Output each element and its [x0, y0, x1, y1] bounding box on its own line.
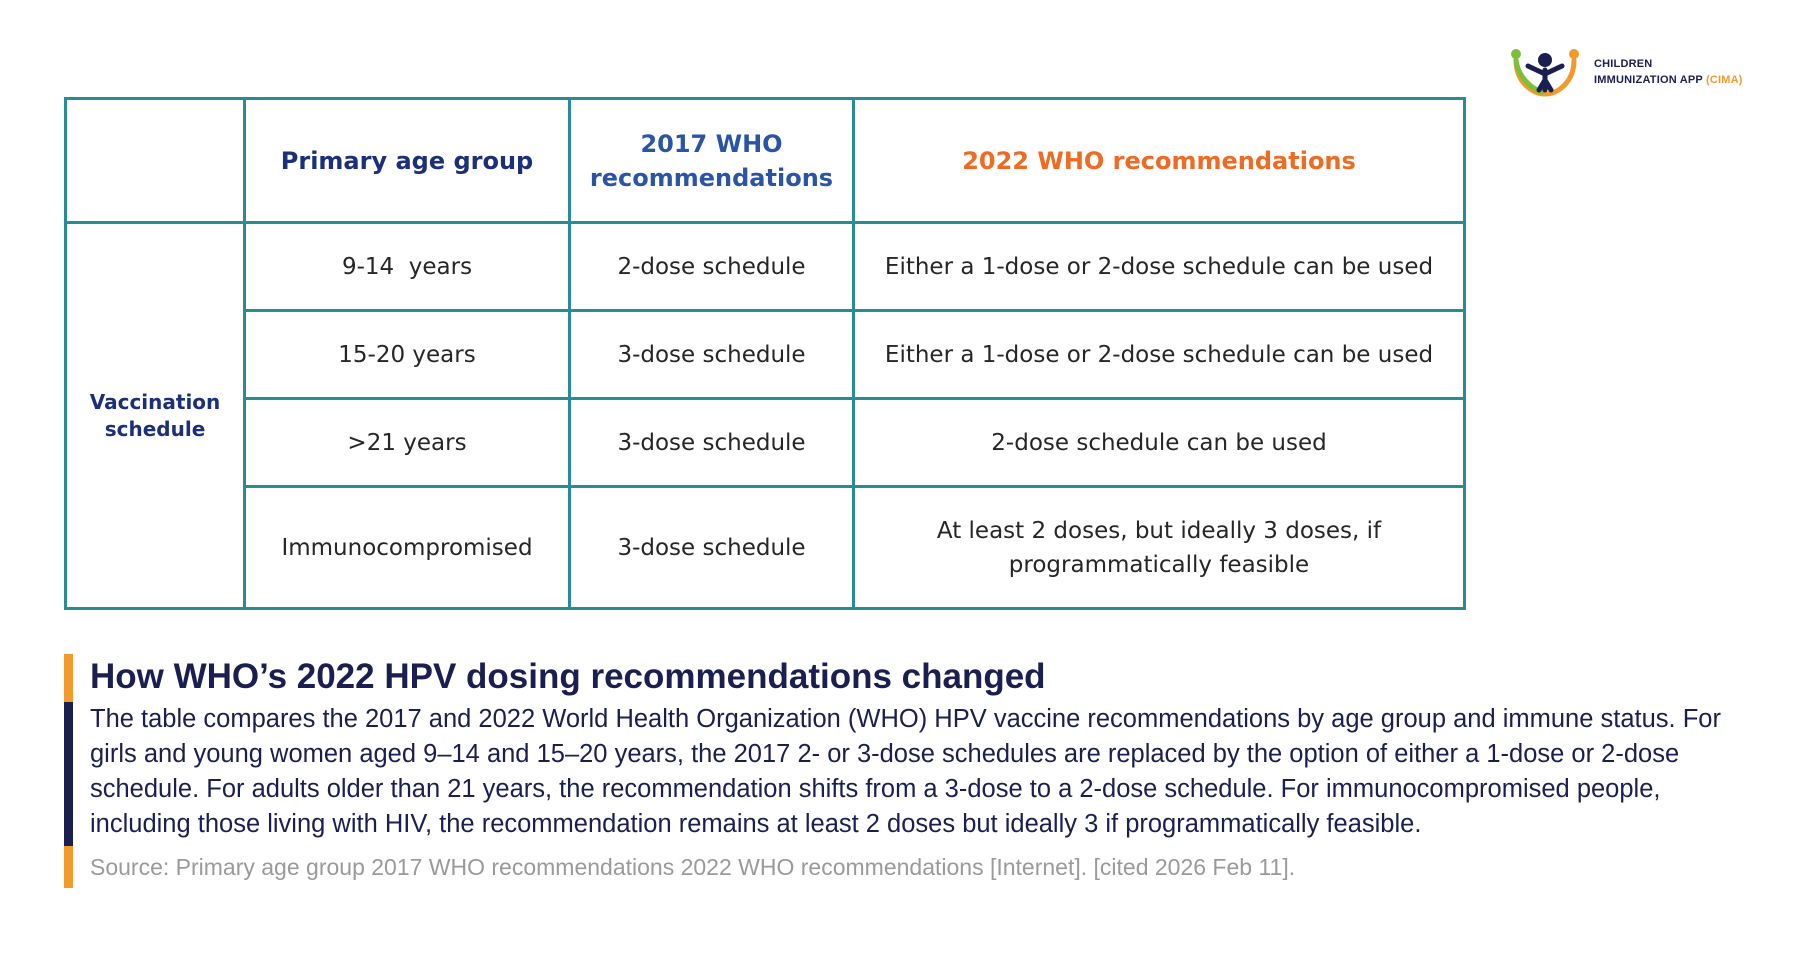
title-accent-bar [64, 654, 73, 702]
header-age-group: Primary age group [243, 97, 571, 224]
cima-logo: CHILDREN IMMUNIZATION APP (CIMA) [1508, 46, 1743, 98]
section-body: The table compares the 2017 and 2022 Wor… [90, 705, 1721, 838]
body-accent-bar [64, 702, 73, 886]
source-citation: Source: Primary age group 2017 WHO recom… [90, 854, 1296, 880]
cell-who-2022-line2: programmatically feasible [1008, 551, 1310, 578]
cell-who-2017: 2-dose schedule [568, 221, 855, 312]
table-header-row: Primary age group 2017 WHO recommendatio… [64, 97, 1466, 224]
cell-who-2022: 2-dose schedule can be used [852, 397, 1466, 488]
body-block: The table compares the 2017 and 2022 Wor… [64, 702, 1744, 886]
source-block: Source: Primary age group 2017 WHO recom… [64, 846, 1744, 888]
section-title: How WHO’s 2022 HPV dosing recommendation… [90, 657, 1046, 696]
hpv-recommendations-table: Primary age group 2017 WHO recommendatio… [64, 97, 1466, 610]
logo-line1: CHILDREN [1594, 58, 1653, 70]
table-row: Vaccination schedule 9-14 years 2-dose s… [64, 221, 1466, 610]
cell-who-2022-line1: At least 2 doses, but ideally 3 doses, i… [936, 517, 1382, 544]
cell-age: 15-20 years [243, 309, 571, 400]
table-row: 15-20 years 3-dose schedule Either a 1-d… [66, 309, 1466, 400]
row-header-line2: schedule [104, 416, 206, 441]
cell-age: >21 years [243, 397, 571, 488]
header-corner-cell [64, 97, 246, 224]
row-header-vaccination-schedule: Vaccination schedule [64, 221, 246, 610]
logo-line2: IMMUNIZATION APP (CIMA) [1594, 72, 1743, 88]
source-accent-bar [64, 846, 73, 888]
cell-who-2017: 3-dose schedule [568, 485, 855, 610]
cell-who-2022: Either a 1-dose or 2-dose schedule can b… [852, 309, 1466, 400]
cell-who-2017: 3-dose schedule [568, 397, 855, 488]
logo-text: CHILDREN IMMUNIZATION APP (CIMA) [1594, 56, 1743, 88]
table-row: >21 years 3-dose schedule 2-dose schedul… [66, 397, 1466, 488]
cell-who-2022: At least 2 doses, but ideally 3 doses, i… [852, 485, 1466, 610]
cell-age: 9-14 years [243, 221, 571, 312]
row-header-line1: Vaccination [89, 389, 221, 414]
cell-who-2022: Either a 1-dose or 2-dose schedule can b… [852, 221, 1466, 312]
header-who-2017-line1: 2017 WHO [640, 129, 783, 158]
summary-section: How WHO’s 2022 HPV dosing recommendation… [64, 652, 1744, 888]
cell-who-2017: 3-dose schedule [568, 309, 855, 400]
header-who-2022: 2022 WHO recommendations [852, 97, 1466, 224]
header-who-2017-line2: recommendations [589, 163, 834, 192]
logo-line2-accent: (CIMA) [1705, 74, 1743, 86]
title-block: How WHO’s 2022 HPV dosing recommendation… [64, 652, 1744, 702]
logo-line2-text: IMMUNIZATION APP [1594, 74, 1703, 86]
family-logo-icon [1511, 49, 1579, 97]
header-who-2017: 2017 WHO recommendations [568, 97, 855, 224]
table-row: Immunocompromised 3-dose schedule At lea… [66, 485, 1466, 610]
cell-age: Immunocompromised [243, 485, 571, 610]
